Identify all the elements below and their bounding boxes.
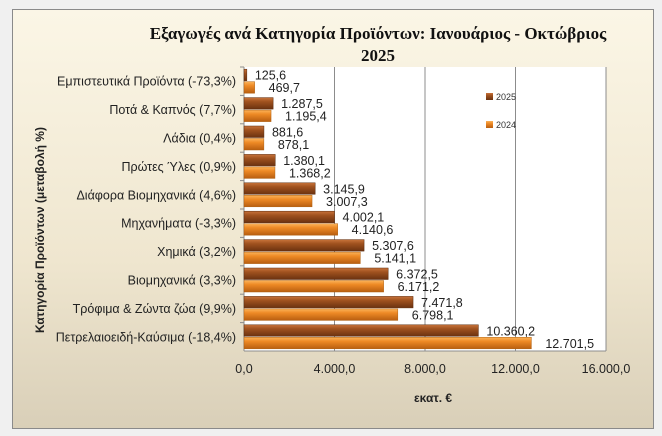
data-label-2025: 7.471,8 bbox=[421, 296, 463, 310]
chart-title-line-1: Εξαγωγές ανά Κατηγορία Προϊόντων: Ιανουά… bbox=[150, 24, 607, 43]
data-label-2024: 6.171,2 bbox=[398, 280, 440, 294]
data-label-2025: 1.287,5 bbox=[281, 97, 323, 111]
category-label: Πετρελαιοειδή-Καύσιμα (-18,4%) bbox=[56, 330, 236, 344]
bar-2025 bbox=[243, 97, 274, 110]
x-tick-label: 0,0 bbox=[235, 362, 252, 376]
data-label-2025: 4.002,1 bbox=[343, 211, 385, 225]
legend-label-2024: 2024 bbox=[496, 120, 516, 130]
bar-2024 bbox=[243, 337, 532, 350]
bar-2024 bbox=[243, 81, 255, 94]
x-tick-label: 8.000,0 bbox=[404, 362, 446, 376]
data-label-2025: 3.145,9 bbox=[323, 182, 365, 196]
data-label-2024: 469,7 bbox=[269, 81, 300, 95]
bar-2025 bbox=[243, 324, 479, 337]
chart-title-line-2: 2025 bbox=[361, 46, 395, 65]
bar-2024 bbox=[243, 109, 272, 122]
bar-2025 bbox=[243, 68, 248, 81]
bar-2025 bbox=[243, 239, 365, 252]
x-axis-title: εκατ. € bbox=[414, 391, 452, 405]
category-label: Διάφορα Βιομηχανικά (4,6%) bbox=[76, 188, 236, 202]
data-label-2024: 878,1 bbox=[278, 138, 309, 152]
bar-2024 bbox=[243, 223, 338, 236]
bar-2024 bbox=[243, 308, 399, 321]
data-label-2025: 10.360,2 bbox=[486, 324, 535, 338]
data-label-2024: 1.195,4 bbox=[285, 110, 327, 124]
bar-2025 bbox=[243, 267, 389, 280]
bar-2025 bbox=[243, 125, 265, 138]
legend-label-2025: 2025 bbox=[496, 92, 516, 102]
bar-2025 bbox=[243, 210, 335, 223]
bar-2024 bbox=[243, 280, 384, 293]
bar-2024 bbox=[243, 166, 276, 179]
data-label-2024: 3.007,3 bbox=[326, 195, 368, 209]
bar-2024 bbox=[243, 138, 265, 151]
bar-2024 bbox=[243, 195, 313, 208]
data-label-2024: 6.798,1 bbox=[412, 308, 454, 322]
category-label: Ποτά & Καπνός (7,7%) bbox=[109, 103, 236, 117]
bar-2024 bbox=[243, 251, 361, 264]
data-label-2025: 1.380,1 bbox=[283, 154, 325, 168]
category-label: Χημικά (3,2%) bbox=[157, 245, 236, 259]
category-label: Εμπιστευτικά Προϊόντα (-73,3%) bbox=[57, 75, 236, 89]
legend-swatch-2024 bbox=[486, 121, 493, 128]
data-label-2024: 12.701,5 bbox=[545, 337, 594, 351]
data-label-2025: 881,6 bbox=[272, 126, 303, 140]
category-label: Μηχανήματα (-3,3%) bbox=[121, 217, 236, 231]
x-tick-label: 4.000,0 bbox=[314, 362, 356, 376]
y-axis-title: Κατηγορία Προϊόντων (μεταβολή %) bbox=[33, 127, 47, 333]
bar-2025 bbox=[243, 154, 276, 167]
data-label-2024: 5.141,1 bbox=[374, 252, 416, 266]
x-tick-label: 16.000,0 bbox=[582, 362, 631, 376]
x-tick-label: 12.000,0 bbox=[491, 362, 540, 376]
bar-2025 bbox=[243, 296, 414, 309]
data-label-2025: 125,6 bbox=[255, 69, 286, 83]
data-label-2025: 5.307,6 bbox=[372, 239, 414, 253]
category-label: Βιομηχανικά (3,3%) bbox=[128, 274, 236, 288]
category-label: Πρώτες Ύλες (0,9%) bbox=[121, 160, 236, 174]
data-label-2024: 4.140,6 bbox=[352, 223, 394, 237]
bar-2025 bbox=[243, 182, 316, 195]
legend-swatch-2025 bbox=[486, 93, 493, 100]
category-label: Τρόφιμα & Ζώντα ζώα (9,9%) bbox=[73, 302, 236, 316]
data-label-2025: 6.372,5 bbox=[396, 268, 438, 282]
data-label-2024: 1.368,2 bbox=[289, 166, 331, 180]
category-label: Λάδια (0,4%) bbox=[163, 132, 236, 146]
